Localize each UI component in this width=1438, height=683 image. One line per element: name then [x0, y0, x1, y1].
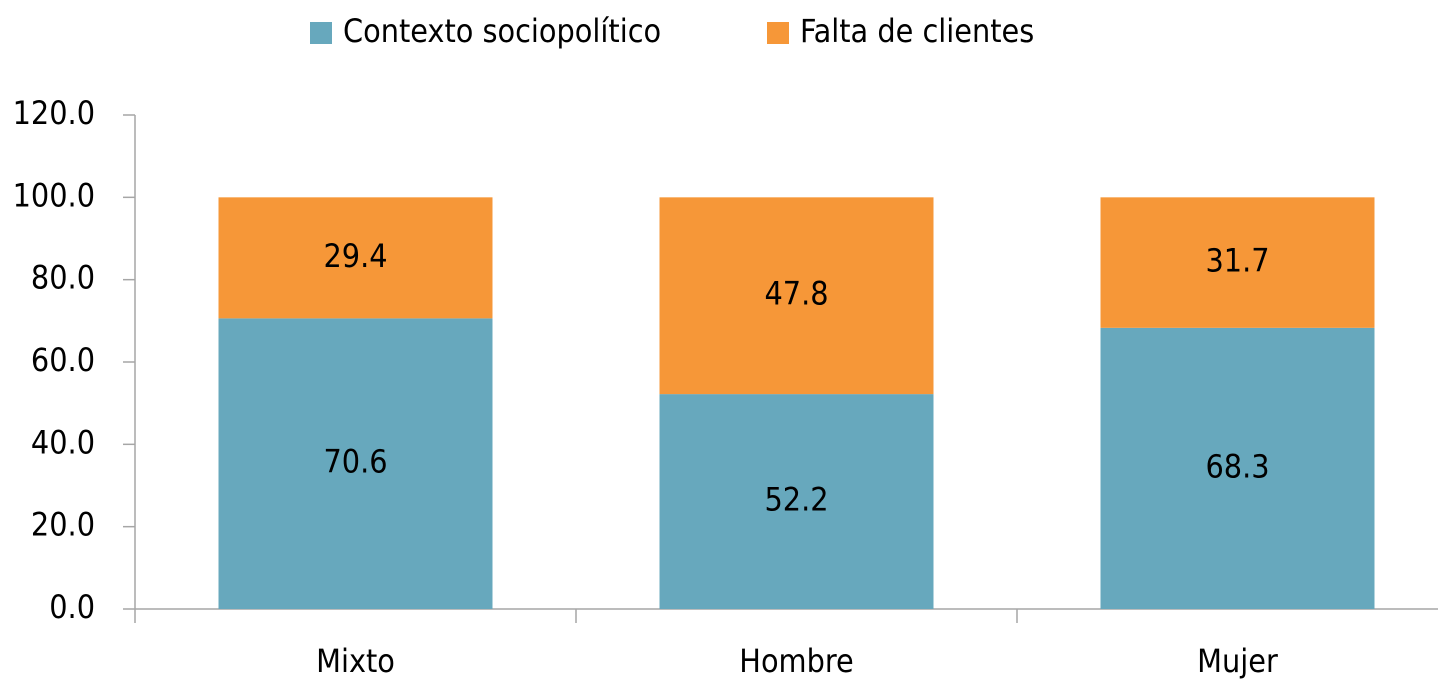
y-tick-label: 0.0 — [49, 588, 95, 626]
data-label: 29.4 — [323, 237, 387, 275]
legend-label: Falta de clientes — [800, 12, 1034, 50]
data-label: 68.3 — [1205, 447, 1269, 485]
x-tick-label: Hombre — [739, 642, 853, 680]
data-label: 31.7 — [1205, 242, 1269, 280]
bar-segment — [218, 197, 493, 319]
bar-segment — [659, 197, 934, 395]
data-label: 52.2 — [764, 481, 828, 519]
x-tick-label: Mixto — [316, 642, 395, 680]
bar-segment — [1100, 197, 1375, 328]
legend-swatch — [310, 22, 332, 44]
y-tick-label: 80.0 — [31, 259, 95, 297]
legend-label: Contexto sociopolítico — [343, 12, 661, 50]
data-label: 70.6 — [323, 443, 387, 481]
x-tick-label: Mujer — [1197, 642, 1278, 680]
bar-segment — [218, 318, 493, 609]
y-tick-label: 20.0 — [31, 506, 95, 544]
y-tick-label: 100.0 — [13, 176, 95, 214]
legend-swatch — [767, 22, 789, 44]
bar-segment — [1100, 327, 1375, 609]
data-label: 47.8 — [764, 275, 828, 313]
y-tick-label: 120.0 — [13, 94, 95, 132]
y-tick-label: 60.0 — [31, 341, 95, 379]
bar-segment — [659, 394, 934, 609]
y-tick-label: 40.0 — [31, 423, 95, 461]
